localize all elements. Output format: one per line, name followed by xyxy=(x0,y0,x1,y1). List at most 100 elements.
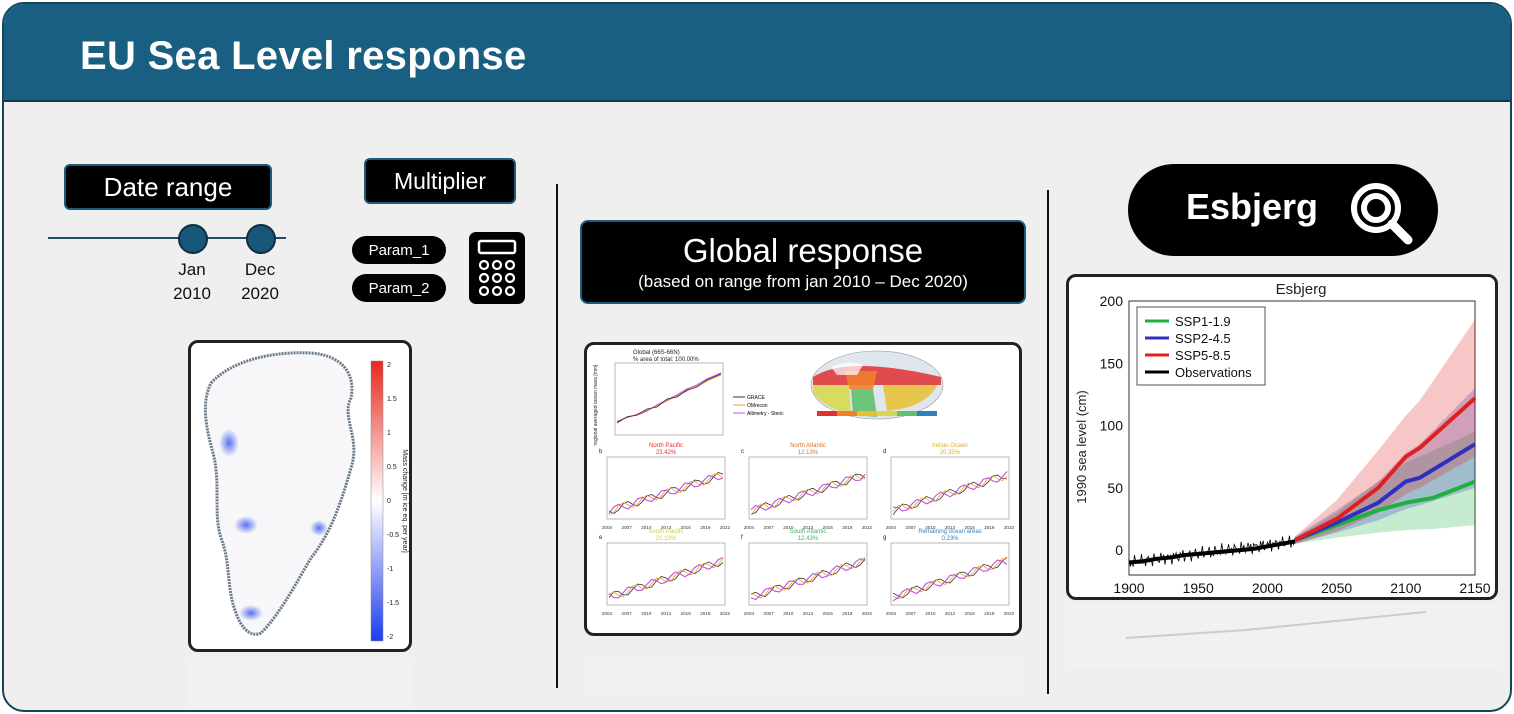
y-tick-label: 0 xyxy=(1115,542,1123,558)
region-x-tick: 2016 xyxy=(681,611,692,616)
legend-label: SSP2-4.5 xyxy=(1175,331,1231,346)
series-line-ssp5-8-5 xyxy=(1294,396,1477,542)
location-search-button[interactable]: Esbjerg xyxy=(1128,164,1438,256)
legend-label: SSP5-8.5 xyxy=(1175,348,1231,363)
region-x-tick: 2013 xyxy=(803,611,814,616)
param-1-input[interactable]: Param_1 xyxy=(352,236,446,264)
global-response-subtitle: (based on range from jan 2010 – Dec 2020… xyxy=(638,272,968,291)
region-x-tick: 2004 xyxy=(886,611,897,616)
region-series-line xyxy=(892,558,1008,600)
y-tick-label: 150 xyxy=(1100,355,1124,371)
global-panel-title: Global (66S-66N) xyxy=(633,350,680,356)
region-axes xyxy=(606,542,726,606)
region-series-line xyxy=(750,557,866,601)
region-x-tick: 2013 xyxy=(661,611,672,616)
date-start-label: Jan 2010 xyxy=(162,258,222,306)
region-series-line xyxy=(608,472,724,514)
region-pct: 12.13% xyxy=(798,450,819,456)
region-axes xyxy=(748,542,868,606)
header-bar: EU Sea Level response xyxy=(4,4,1510,102)
region-x-tick: 2010 xyxy=(925,611,936,616)
region-series-line xyxy=(608,561,724,598)
esbjerg-chart-card: Esbjerg 1990 sea level (cm) 1900 1950 2000… xyxy=(1066,274,1498,600)
x-tick-label: 2100 xyxy=(1390,580,1421,596)
esbjerg-chart-reflection xyxy=(1066,604,1498,668)
slider-handle-end[interactable] xyxy=(246,224,276,254)
region-x-tick: 2019 xyxy=(700,525,711,530)
region-pct: 20.35% xyxy=(940,450,961,456)
region-series-line xyxy=(608,474,724,514)
legend-grace: GRACE xyxy=(747,395,765,401)
date-start-month: Jan xyxy=(178,260,206,279)
colorbar-tick: 1.5 xyxy=(387,396,397,403)
y-tick-label: 200 xyxy=(1100,293,1124,309)
region-x-tick: 2007 xyxy=(906,525,917,530)
region-x-tick: 2007 xyxy=(764,525,775,530)
param-2-input[interactable]: Param_2 xyxy=(352,274,446,302)
region-x-tick: 2016 xyxy=(823,611,834,616)
region-x-tick: 2022 xyxy=(862,611,873,616)
global-response-title: Global response xyxy=(682,232,924,269)
global-response-header: Global response (based on range from jan… xyxy=(580,220,1026,304)
series-line-observations xyxy=(1128,539,1296,565)
chart-legend: SSP1-1.9 SSP2-4.5 SSP5-8.5 Observations xyxy=(1136,306,1266,386)
region-name: South Atlantic xyxy=(790,529,827,535)
colorbar-tick: 0 xyxy=(387,498,391,505)
divider-left xyxy=(556,184,558,688)
region-x-tick: 2007 xyxy=(622,525,633,530)
region-series-line xyxy=(750,473,866,515)
x-tick-label: 2150 xyxy=(1459,580,1490,596)
greenland-mass-change-map: 2 1.5 1 0.5 0 -0.5 -1 -1.5 -2 Mass change [m ice… xyxy=(188,340,412,652)
region-x-tick: 2007 xyxy=(764,611,775,616)
legend-label: SSP1-1.9 xyxy=(1175,314,1231,329)
calculator-icon[interactable] xyxy=(469,232,525,304)
region-pct: 0.23% xyxy=(941,536,959,542)
region-x-tick: 2019 xyxy=(984,525,995,530)
multiplier-label: Multiplier xyxy=(364,158,516,204)
region-panel-letter: g xyxy=(883,535,886,541)
region-x-tick: 2016 xyxy=(965,611,976,616)
colorbar-tick: 0.5 xyxy=(387,464,397,471)
chart-ylabel: 1990 sea level (cm) xyxy=(1074,390,1089,503)
region-x-tick: 2022 xyxy=(1004,525,1015,530)
region-x-tick: 2016 xyxy=(965,525,976,530)
region-x-tick: 2007 xyxy=(906,611,917,616)
region-panel-letter: e xyxy=(599,535,603,541)
colorbar-label: Mass change [m ice eq. per year] xyxy=(401,449,408,553)
region-name: North Atlantic xyxy=(790,443,826,449)
region-x-tick: 2010 xyxy=(641,525,652,530)
date-range-label: Date range xyxy=(64,164,272,210)
region-x-tick: 2022 xyxy=(862,525,873,530)
region-x-tick: 2013 xyxy=(661,525,672,530)
date-range-slider[interactable] xyxy=(48,222,288,256)
colorbar-tick: 2 xyxy=(387,362,391,369)
greenland-map-reflection xyxy=(188,656,412,710)
region-x-tick: 2010 xyxy=(783,611,794,616)
region-x-tick: 2013 xyxy=(945,525,956,530)
greenland-shape xyxy=(203,351,356,636)
region-panel-letter: b xyxy=(599,449,603,455)
x-tick-label: 2000 xyxy=(1252,580,1283,596)
region-axes xyxy=(606,456,726,520)
region-name: South Pacific xyxy=(648,529,683,535)
region-x-tick: 2004 xyxy=(744,611,755,616)
divider-right xyxy=(1047,190,1049,694)
region-x-tick: 2019 xyxy=(700,611,711,616)
region-x-tick: 2004 xyxy=(602,525,613,530)
global-panel-a xyxy=(614,362,724,436)
region-x-tick: 2019 xyxy=(984,611,995,616)
search-icon[interactable] xyxy=(1344,176,1418,250)
legend-label: Observations xyxy=(1175,365,1252,380)
region-panel-letter: d xyxy=(883,449,886,455)
region-x-tick: 2022 xyxy=(720,525,731,530)
region-pct: 23.42% xyxy=(656,450,677,456)
series-line-ssp2-4-5 xyxy=(1294,442,1477,542)
y-tick-label: 50 xyxy=(1107,480,1123,496)
slider-handle-start[interactable] xyxy=(178,224,208,254)
region-series-line xyxy=(750,558,866,597)
